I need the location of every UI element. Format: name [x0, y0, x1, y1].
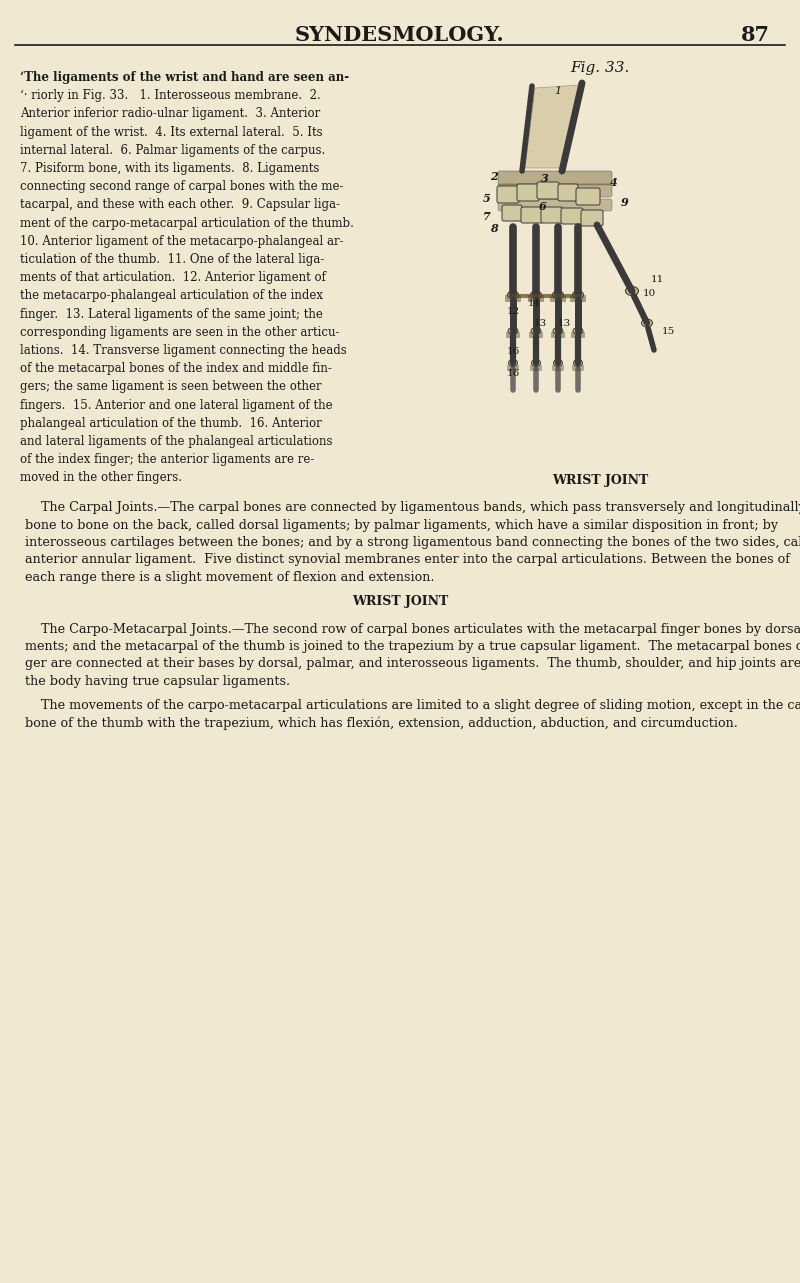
Text: SYNDESMOLOGY.: SYNDESMOLOGY.	[295, 24, 505, 45]
Text: The Carpo-Metacarpal Joints.—The second row of carpal bones articulates with the: The Carpo-Metacarpal Joints.—The second …	[25, 622, 800, 635]
FancyBboxPatch shape	[561, 208, 583, 225]
Text: of the index finger; the anterior ligaments are re-: of the index finger; the anterior ligame…	[20, 453, 314, 466]
Text: connecting second range of carpal bones with the me-: connecting second range of carpal bones …	[20, 180, 343, 194]
Text: 13: 13	[558, 318, 570, 327]
Text: ments of that articulation.  12. Anterior ligament of: ments of that articulation. 12. Anterior…	[20, 271, 326, 285]
Text: ment of the carpo-metacarpal articulation of the thumb.: ment of the carpo-metacarpal articulatio…	[20, 217, 354, 230]
Text: 87: 87	[741, 24, 770, 45]
Text: ‘· riorly in Fig. 33.   1. Interosseous membrane.  2.: ‘· riorly in Fig. 33. 1. Interosseous me…	[20, 90, 321, 103]
Text: ‘The ligaments of the wrist and hand are seen an-: ‘The ligaments of the wrist and hand are…	[20, 71, 349, 83]
Text: bone of the thumb with the trapezium, which has flexión, extension, adduction, a: bone of the thumb with the trapezium, wh…	[25, 716, 738, 730]
Text: ligament of the wrist.  4. Its external lateral.  5. Its: ligament of the wrist. 4. Its external l…	[20, 126, 322, 139]
Text: 4: 4	[610, 177, 618, 189]
Text: ticulation of the thumb.  11. One of the lateral liga-: ticulation of the thumb. 11. One of the …	[20, 253, 324, 266]
Text: gers; the same ligament is seen between the other: gers; the same ligament is seen between …	[20, 380, 322, 394]
Ellipse shape	[508, 327, 518, 335]
Ellipse shape	[626, 286, 638, 295]
FancyBboxPatch shape	[498, 199, 612, 210]
Text: 15: 15	[662, 326, 675, 335]
Text: 2: 2	[490, 172, 498, 182]
Text: ments; and the metacarpal of the thumb is joined to the trapezium by a true caps: ments; and the metacarpal of the thumb i…	[25, 640, 800, 653]
FancyBboxPatch shape	[530, 364, 542, 371]
Ellipse shape	[554, 359, 562, 367]
Text: 11: 11	[651, 275, 664, 284]
FancyBboxPatch shape	[558, 183, 578, 201]
Text: Anterior inferior radio-ulnar ligament.  3. Anterior: Anterior inferior radio-ulnar ligament. …	[20, 108, 320, 121]
Text: fingers.  15. Anterior and one lateral ligament of the: fingers. 15. Anterior and one lateral li…	[20, 399, 333, 412]
Text: bone to bone on the back, called dorsal ligaments; by palmar ligaments, which ha: bone to bone on the back, called dorsal …	[25, 518, 778, 531]
Text: and lateral ligaments of the phalangeal articulations: and lateral ligaments of the phalangeal …	[20, 435, 333, 448]
Text: tacarpal, and these with each other.  9. Capsular liga-: tacarpal, and these with each other. 9. …	[20, 199, 340, 212]
Text: finger.  13. Lateral ligaments of the same joint; the: finger. 13. Lateral ligaments of the sam…	[20, 308, 323, 321]
Text: 7. Pisiform bone, with its ligaments.  8. Ligaments: 7. Pisiform bone, with its ligaments. 8.…	[20, 162, 319, 174]
Text: Fig. 33.: Fig. 33.	[570, 62, 630, 74]
Ellipse shape	[507, 291, 518, 299]
Text: The Carpal Joints.—The carpal bones are connected by ligamentous bands, which pa: The Carpal Joints.—The carpal bones are …	[25, 500, 800, 514]
FancyBboxPatch shape	[537, 182, 559, 199]
Ellipse shape	[573, 327, 583, 335]
Text: corresponding ligaments are seen in the other articu-: corresponding ligaments are seen in the …	[20, 326, 339, 339]
FancyBboxPatch shape	[576, 189, 600, 205]
FancyBboxPatch shape	[521, 207, 543, 223]
FancyBboxPatch shape	[552, 364, 564, 371]
Text: 10. Anterior ligament of the metacarpo-phalangeal ar-: 10. Anterior ligament of the metacarpo-p…	[20, 235, 344, 248]
Text: 16: 16	[506, 346, 520, 355]
FancyBboxPatch shape	[505, 295, 521, 302]
Text: internal lateral.  6. Palmar ligaments of the carpus.: internal lateral. 6. Palmar ligaments of…	[20, 144, 326, 157]
Text: 10: 10	[643, 290, 656, 299]
Polygon shape	[525, 85, 580, 168]
Ellipse shape	[573, 291, 583, 299]
Ellipse shape	[553, 291, 563, 299]
Text: interosseous cartilages between the bones; and by a strong ligamentous band conn: interosseous cartilages between the bone…	[25, 536, 800, 549]
Text: 1: 1	[554, 86, 562, 96]
FancyBboxPatch shape	[572, 364, 584, 371]
FancyBboxPatch shape	[581, 210, 603, 226]
FancyBboxPatch shape	[529, 332, 543, 337]
Text: The movements of the carpo-metacarpal articulations are limited to a slight degr: The movements of the carpo-metacarpal ar…	[25, 698, 800, 712]
Text: 6: 6	[539, 200, 547, 212]
Ellipse shape	[531, 327, 541, 335]
FancyBboxPatch shape	[571, 332, 585, 337]
FancyBboxPatch shape	[502, 205, 522, 221]
FancyBboxPatch shape	[541, 207, 563, 223]
Text: anterior annular ligament.  Five distinct synovial membranes enter into the carp: anterior annular ligament. Five distinct…	[25, 553, 790, 567]
FancyBboxPatch shape	[498, 171, 612, 185]
Text: each range there is a slight movement of flexion and extension.: each range there is a slight movement of…	[25, 571, 434, 584]
Text: 3: 3	[541, 173, 549, 185]
Text: 14: 14	[528, 299, 540, 308]
FancyBboxPatch shape	[497, 186, 519, 203]
Text: phalangeal articulation of the thumb.  16. Anterior: phalangeal articulation of the thumb. 16…	[20, 417, 322, 430]
FancyBboxPatch shape	[570, 295, 586, 302]
Text: 5: 5	[483, 192, 491, 204]
FancyBboxPatch shape	[551, 332, 565, 337]
Text: 9: 9	[621, 198, 629, 209]
Text: ger are connected at their bases by dorsal, palmar, and interosseous ligaments. : ger are connected at their bases by dors…	[25, 657, 800, 671]
Ellipse shape	[509, 359, 518, 367]
FancyBboxPatch shape	[550, 295, 566, 302]
Text: 13: 13	[534, 318, 546, 327]
Ellipse shape	[531, 359, 541, 367]
Text: WRIST JOINT: WRIST JOINT	[352, 594, 448, 607]
Ellipse shape	[642, 319, 653, 327]
Ellipse shape	[530, 291, 542, 299]
Text: 7: 7	[483, 210, 491, 222]
FancyBboxPatch shape	[507, 364, 519, 371]
Ellipse shape	[574, 359, 582, 367]
Text: 12: 12	[506, 307, 520, 316]
Text: 16: 16	[506, 368, 520, 377]
Text: of the metacarpal bones of the index and middle fin-: of the metacarpal bones of the index and…	[20, 362, 332, 375]
FancyBboxPatch shape	[506, 332, 520, 337]
FancyBboxPatch shape	[517, 183, 539, 201]
Ellipse shape	[553, 327, 563, 335]
Text: moved in the other fingers.: moved in the other fingers.	[20, 471, 182, 485]
Text: lations.  14. Transverse ligament connecting the heads: lations. 14. Transverse ligament connect…	[20, 344, 346, 357]
Text: WRIST JOINT: WRIST JOINT	[552, 473, 648, 488]
FancyBboxPatch shape	[528, 295, 544, 302]
FancyBboxPatch shape	[498, 183, 612, 198]
Text: the body having true capsular ligaments.: the body having true capsular ligaments.	[25, 675, 290, 688]
Text: 8: 8	[490, 223, 498, 235]
Text: the metacarpo-phalangeal articulation of the index: the metacarpo-phalangeal articulation of…	[20, 290, 323, 303]
